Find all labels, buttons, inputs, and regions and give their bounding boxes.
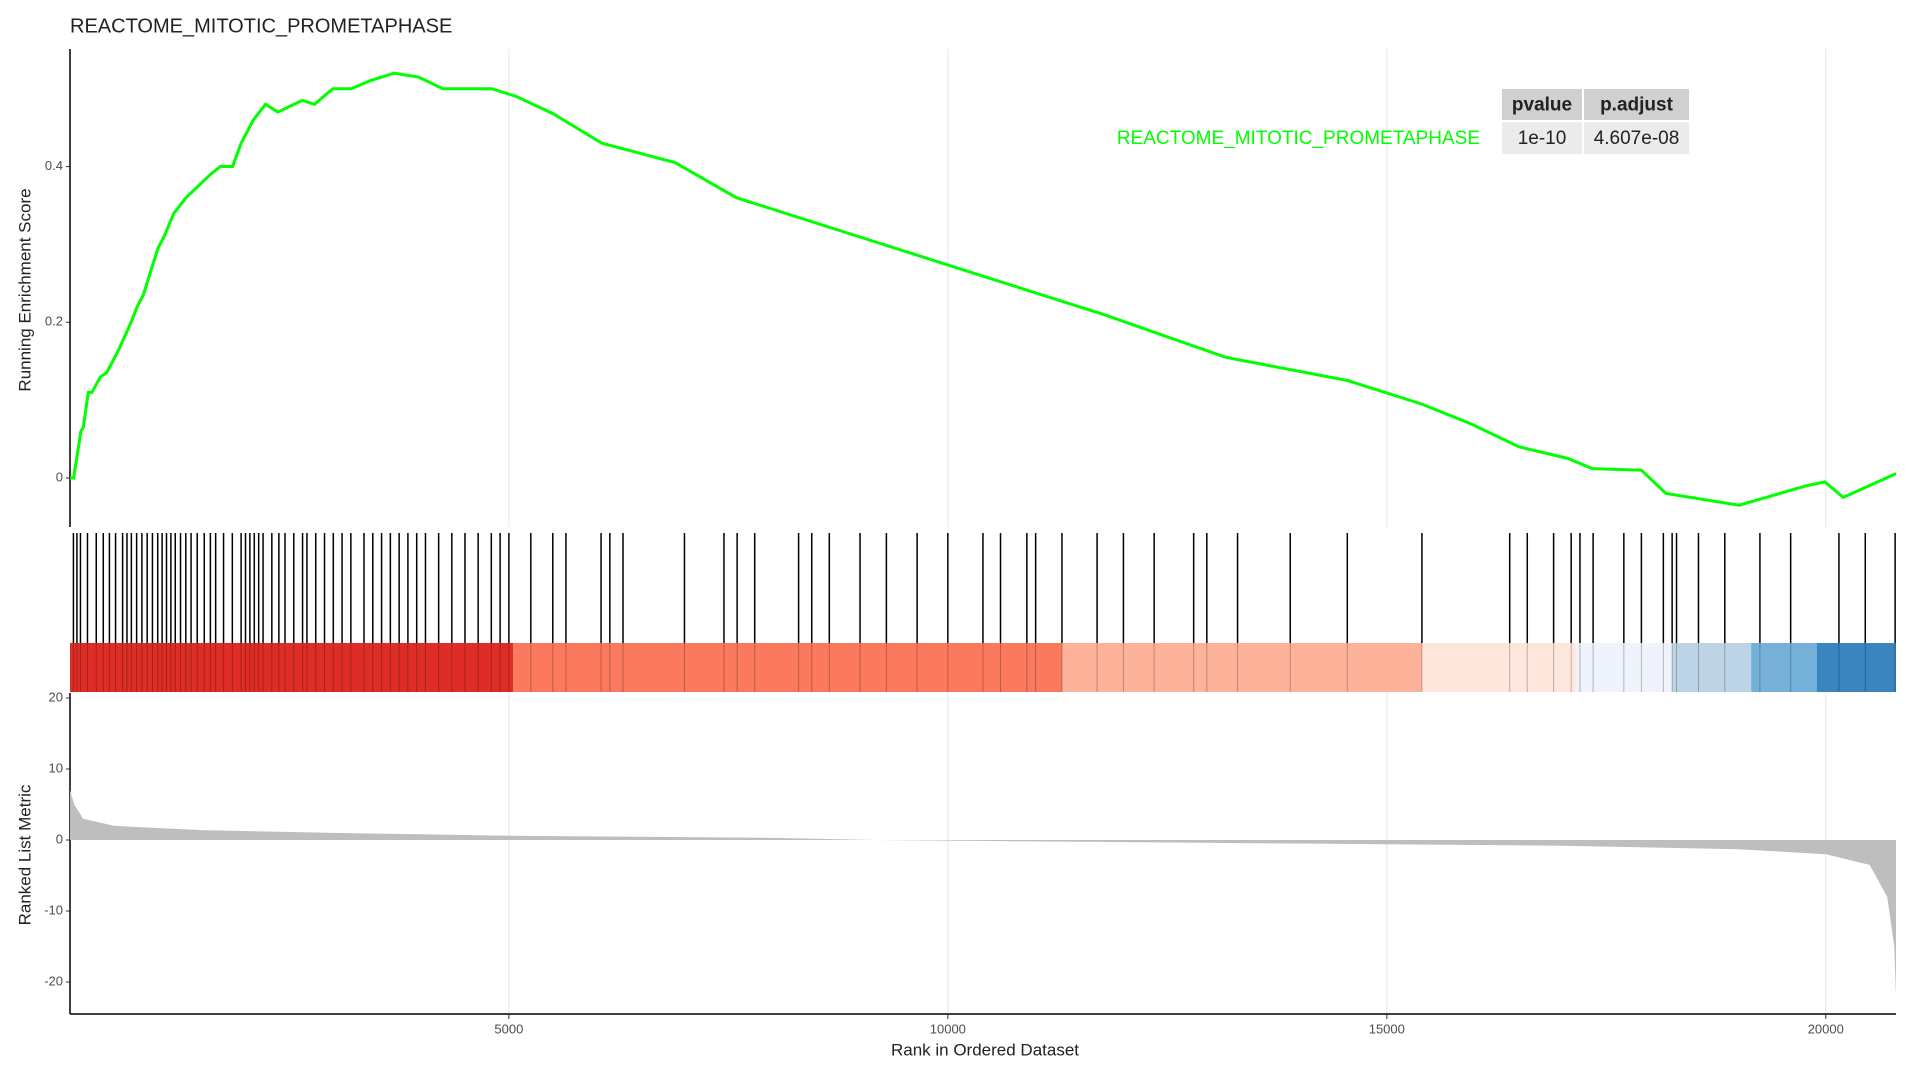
y-tick-label: 0.4 [45,158,63,173]
color-band [1061,643,1422,692]
y-axis-label: Ranked List Metric [15,784,34,925]
table-cell [1502,122,1582,154]
table-cell [1584,122,1689,154]
y-tick-label: 0.2 [45,314,63,329]
y-tick-label: 0 [56,469,63,484]
color-band [1421,643,1576,692]
color-band [1816,643,1896,692]
y-axis-label: Running Enrichment Score [15,188,34,391]
table-header: pvalue [1512,95,1572,116]
legend-label: REACTOME_MITOTIC_PROMETAPHASE [1117,128,1480,149]
table-header: p.adjust [1600,95,1674,116]
x-tick-label: 20000 [1808,1021,1844,1036]
color-band [70,643,514,692]
color-band [1575,643,1673,692]
chart-title: REACTOME_MITOTIC_PROMETAPHASE [70,15,452,37]
es-line [70,71,1896,507]
x-axis-label: Rank in Ordered Dataset [891,1040,1079,1059]
table-header-cell [1502,89,1582,120]
x-tick-label: 10000 [930,1021,966,1036]
y-tick-label: -10 [44,902,63,917]
color-band [1751,643,1817,692]
x-tick-label: 15000 [1369,1021,1405,1036]
y-tick-label: 0 [56,831,63,846]
table-header-cell [1584,89,1689,120]
x-tick-label: 5000 [494,1021,523,1036]
y-tick-label: 20 [49,689,63,704]
y-tick-label: -20 [44,973,63,988]
table-value: 4.607e-08 [1594,128,1680,149]
metric-area [70,790,1896,997]
y-tick-label: 10 [49,760,63,775]
color-band [1672,643,1752,692]
color-band [513,643,1062,692]
table-value: 1e-10 [1518,128,1567,149]
